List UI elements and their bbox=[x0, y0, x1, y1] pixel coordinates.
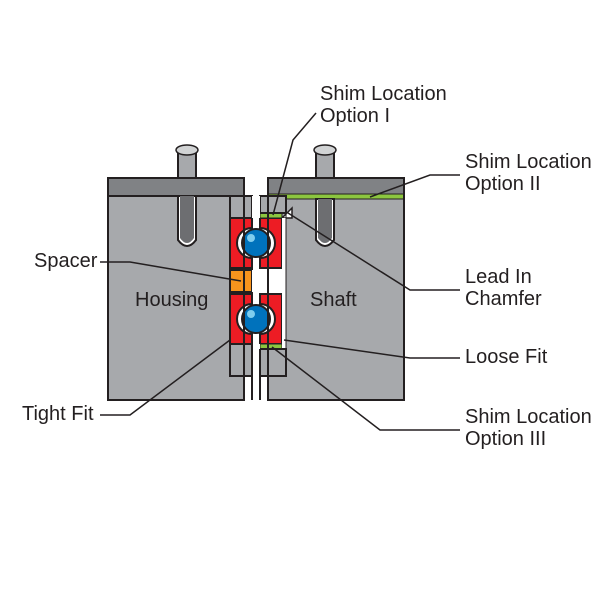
shaft-top-shoulder bbox=[260, 196, 286, 213]
top-ball bbox=[242, 229, 270, 257]
housing-step bbox=[230, 344, 252, 376]
shim2-label-l1: Shim Location bbox=[465, 151, 592, 173]
shim1-label-l2: Option I bbox=[320, 105, 390, 127]
shaft-step bbox=[260, 349, 286, 376]
shim3-label-l1: Shim Location bbox=[465, 406, 592, 428]
chamfer-label-l1: Lead In bbox=[465, 266, 532, 288]
housing-pin-shadow bbox=[180, 196, 194, 243]
housing-top-strip bbox=[108, 178, 244, 196]
center-gap bbox=[252, 270, 260, 292]
loosefit-label: Loose Fit bbox=[465, 346, 548, 368]
housing-top-shoulder bbox=[230, 196, 252, 218]
shim3-label-l2: Option III bbox=[465, 428, 546, 450]
shim-option-2 bbox=[268, 194, 404, 199]
loose-fit-gap bbox=[282, 218, 286, 349]
spacer-label: Spacer bbox=[34, 250, 98, 272]
tightfit-label: Tight Fit bbox=[22, 403, 94, 425]
shim2-label-l2: Option II bbox=[465, 173, 541, 195]
bottom-slit bbox=[252, 344, 260, 400]
bottom-ball-highlight bbox=[247, 310, 255, 318]
top-slit bbox=[252, 196, 260, 218]
chamfer-label-l2: Chamfer bbox=[465, 288, 542, 310]
shaft-top-strip bbox=[268, 178, 404, 196]
shim1-label-l1: Shim Location bbox=[320, 83, 447, 105]
shaft-pin-cap bbox=[314, 145, 336, 155]
bottom-ball bbox=[242, 305, 270, 333]
shaft-label: Shaft bbox=[310, 289, 357, 311]
housing-label: Housing bbox=[135, 289, 208, 311]
housing-pin-cap bbox=[176, 145, 198, 155]
top-ball-highlight bbox=[247, 234, 255, 242]
